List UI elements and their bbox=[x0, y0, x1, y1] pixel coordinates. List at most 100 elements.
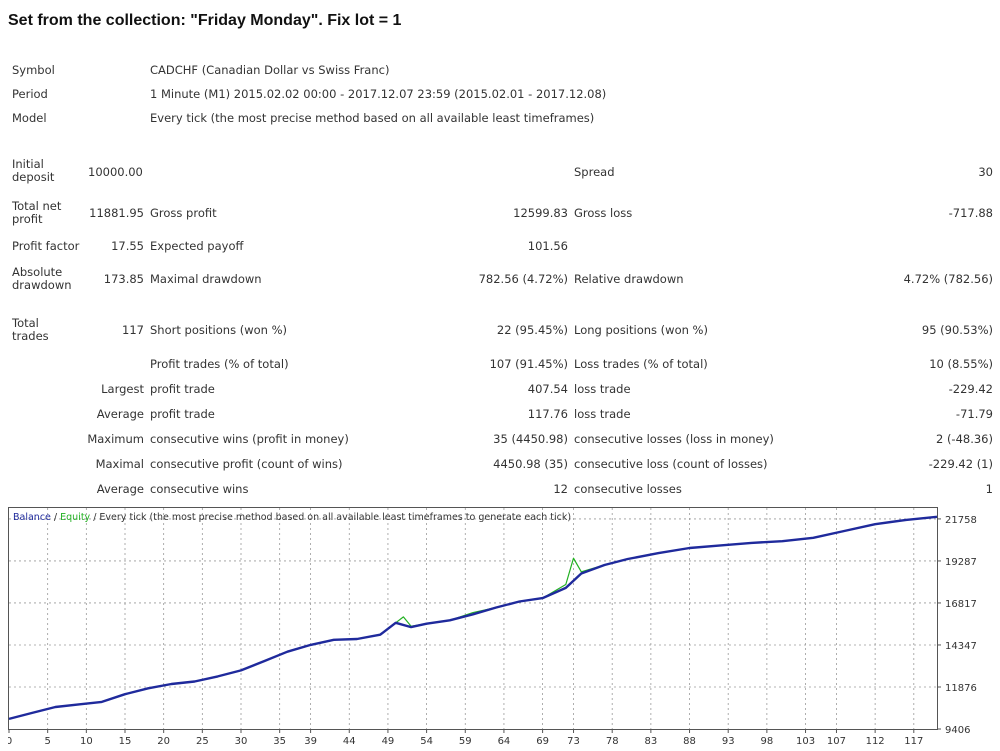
average-loss-label: loss trade bbox=[574, 407, 631, 421]
total-net-profit-label: Total net profit bbox=[12, 199, 62, 226]
period-label: Period bbox=[12, 87, 48, 101]
symbol-value: CADCHF (Canadian Dollar vs Swiss Franc) bbox=[150, 63, 390, 77]
avg-cons-wins-value: 12 bbox=[553, 482, 568, 496]
x-tick-label: 78 bbox=[606, 736, 619, 747]
largest-label: Largest bbox=[101, 382, 144, 396]
spread-value: 30 bbox=[978, 165, 993, 179]
x-tick-label: 25 bbox=[196, 736, 209, 747]
balance-chart: 9406 11876 14347 16817 19287 21758 0 5 10 15 20 25… bbox=[6, 507, 993, 747]
gross-profit-value: 12599.83 bbox=[513, 206, 568, 220]
report-heading: Set from the collection: "Friday Monday"… bbox=[8, 12, 402, 29]
x-tick-label: 88 bbox=[683, 736, 696, 747]
chart-legend: Balance / Equity / Every tick (the most … bbox=[13, 512, 571, 523]
maximum-label: Maximum bbox=[87, 432, 144, 446]
x-tick-label: 20 bbox=[157, 736, 170, 747]
average-loss-value: -71.79 bbox=[955, 407, 993, 421]
gross-profit-label: Gross profit bbox=[150, 206, 217, 220]
maximal-label: Maximal bbox=[95, 457, 144, 471]
x-tick-label: 112 bbox=[866, 736, 885, 747]
total-net-profit-value: 11881.95 bbox=[89, 206, 144, 220]
y-tick-label: 19287 bbox=[945, 557, 977, 568]
long-positions-label: Long positions (won %) bbox=[574, 323, 708, 337]
x-tick-label: 15 bbox=[119, 736, 132, 747]
y-tick-label: 16817 bbox=[945, 599, 977, 610]
average-label: Average bbox=[96, 407, 144, 421]
avg-cons-losses-value: 1 bbox=[985, 482, 993, 496]
average-profit-value: 117.76 bbox=[527, 407, 568, 421]
x-tick-label: 98 bbox=[760, 736, 773, 747]
average-profit-label: profit trade bbox=[150, 407, 215, 421]
model-label: Model bbox=[12, 111, 47, 125]
x-tick-label: 64 bbox=[498, 736, 511, 747]
profit-trades-value: 107 (91.45%) bbox=[489, 357, 568, 371]
x-tick-label: 5 bbox=[44, 736, 50, 747]
largest-loss-value: -229.42 bbox=[948, 382, 993, 396]
gross-loss-label: Gross loss bbox=[574, 206, 633, 220]
maximal-cons-profit-label: consecutive profit (count of wins) bbox=[150, 457, 343, 471]
expected-payoff-label: Expected payoff bbox=[150, 239, 244, 253]
x-tick-label: 44 bbox=[343, 736, 356, 747]
absolute-drawdown-value: 173.85 bbox=[103, 272, 144, 286]
model-value: Every tick (the most precise method base… bbox=[150, 111, 595, 125]
period-value: 1 Minute (M1) 2015.02.02 00:00 - 2017.12… bbox=[150, 87, 607, 101]
x-tick-label: 69 bbox=[536, 736, 549, 747]
average2-label: Average bbox=[96, 482, 144, 496]
relative-drawdown-value: 4.72% (782.56) bbox=[903, 272, 993, 286]
legend-equity: Equity bbox=[60, 512, 90, 523]
maximal-cons-loss-value: -229.42 (1) bbox=[928, 457, 993, 471]
x-tick-label: 93 bbox=[722, 736, 735, 747]
x-tick-label: 59 bbox=[459, 736, 472, 747]
short-positions-value: 22 (95.45%) bbox=[496, 323, 568, 337]
profit-trades-label: Profit trades (% of total) bbox=[150, 357, 289, 371]
balance-line bbox=[8, 515, 938, 721]
plot-frame bbox=[8, 507, 938, 730]
chart-svg: 9406 11876 14347 16817 19287 21758 0 5 10 15 20 25… bbox=[6, 507, 977, 747]
absolute-drawdown-label: Absolute drawdown bbox=[12, 265, 72, 292]
max-cons-wins-label: consecutive wins (profit in money) bbox=[150, 432, 349, 446]
largest-loss-label: loss trade bbox=[574, 382, 631, 396]
maximal-drawdown-value: 782.56 (4.72%) bbox=[478, 272, 568, 286]
x-tick-label: 73 bbox=[567, 736, 580, 747]
relative-drawdown-label: Relative drawdown bbox=[574, 272, 684, 286]
avg-cons-wins-label: consecutive wins bbox=[150, 482, 249, 496]
legend-separator: / bbox=[51, 512, 60, 523]
x-tick-label: 49 bbox=[382, 736, 395, 747]
y-tick-label: 9406 bbox=[945, 725, 970, 736]
initial-deposit-label: Initial deposit bbox=[12, 157, 55, 184]
max-cons-losses-label: consecutive losses (loss in money) bbox=[574, 432, 774, 446]
legend-description: / Every tick (the most precise method ba… bbox=[90, 512, 571, 523]
expected-payoff-value: 101.56 bbox=[527, 239, 568, 253]
initial-deposit-value: 10000.00 bbox=[88, 165, 143, 179]
x-tick-label: 0 bbox=[8, 736, 12, 747]
legend-balance: Balance bbox=[13, 512, 51, 523]
profit-factor-value: 17.55 bbox=[111, 239, 144, 253]
x-tick-label: 39 bbox=[304, 736, 317, 747]
x-tick-label: 83 bbox=[644, 736, 657, 747]
symbol-label: Symbol bbox=[12, 63, 55, 77]
total-trades-label: Total trades bbox=[12, 316, 49, 343]
max-cons-losses-value: 2 (-48.36) bbox=[935, 432, 993, 446]
total-trades-value: 117 bbox=[122, 323, 144, 337]
y-tick-label: 21758 bbox=[945, 515, 977, 526]
x-tick-label: 107 bbox=[827, 736, 846, 747]
largest-profit-value: 407.54 bbox=[527, 382, 568, 396]
maximal-cons-loss-label: consecutive loss (count of losses) bbox=[574, 457, 768, 471]
y-tick-label: 14347 bbox=[945, 641, 977, 652]
maximal-drawdown-label: Maximal drawdown bbox=[150, 272, 262, 286]
x-tick-label: 54 bbox=[420, 736, 433, 747]
long-positions-value: 95 (90.53%) bbox=[921, 323, 993, 337]
x-tick-label: 30 bbox=[235, 736, 248, 747]
gross-loss-value: -717.88 bbox=[948, 206, 993, 220]
x-tick-label: 117 bbox=[904, 736, 923, 747]
maximal-cons-profit-value: 4450.98 (35) bbox=[493, 457, 568, 471]
y-tick-label: 11876 bbox=[945, 683, 977, 694]
loss-trades-value: 10 (8.55%) bbox=[929, 357, 993, 371]
x-tick-label: 10 bbox=[80, 736, 93, 747]
avg-cons-losses-label: consecutive losses bbox=[574, 482, 682, 496]
profit-factor-label: Profit factor bbox=[12, 239, 80, 253]
short-positions-label: Short positions (won %) bbox=[150, 323, 288, 337]
max-cons-wins-value: 35 (4450.98) bbox=[493, 432, 568, 446]
spread-label: Spread bbox=[574, 165, 615, 179]
largest-profit-label: profit trade bbox=[150, 382, 215, 396]
x-tick-label: 103 bbox=[796, 736, 815, 747]
